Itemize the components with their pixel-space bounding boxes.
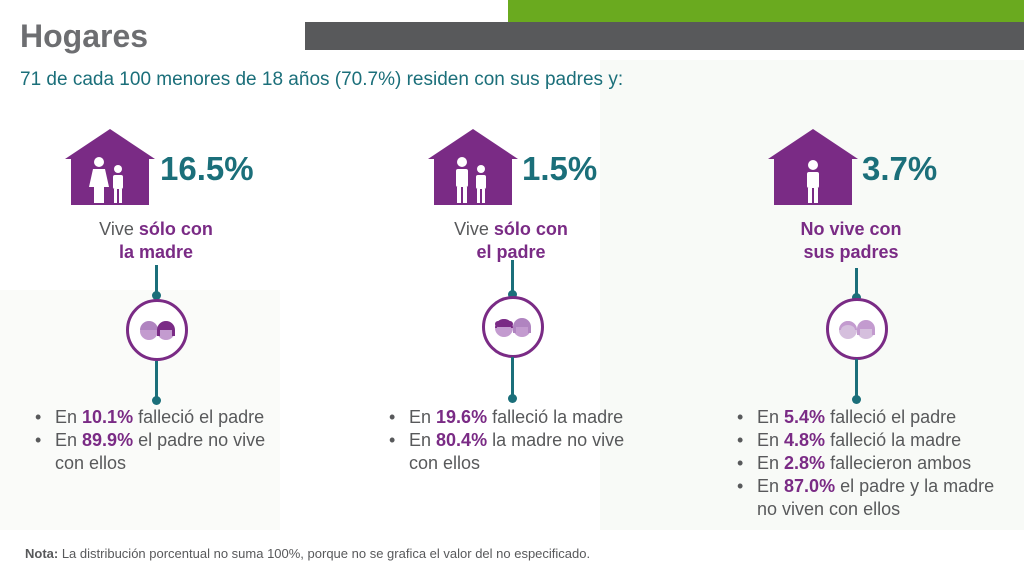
list-item: En 10.1% falleció el padre: [30, 406, 290, 429]
face-circle: [826, 298, 888, 360]
connector-dot: [152, 396, 161, 405]
list-item: En 2.8% fallecieron ambos: [732, 452, 1002, 475]
caption: Vive sólo con la madre: [99, 219, 213, 262]
caption: No vive con sus padres: [800, 219, 902, 262]
connector-line: [155, 265, 158, 297]
page-title: Hogares: [20, 18, 149, 54]
percent-value: 1.5%: [522, 150, 598, 187]
percent-value: 16.5%: [160, 150, 254, 187]
connector-line: [511, 357, 514, 397]
list-item: En 5.4% falleció el padre: [732, 406, 1002, 429]
house-child-icon: [768, 129, 858, 205]
connector-line: [855, 359, 858, 399]
detail-list: En 10.1% falleció el padre En 89.9% el p…: [30, 406, 290, 475]
face-circle: [126, 299, 188, 361]
list-item: En 89.9% el padre no vive con ellos: [30, 429, 290, 475]
detail-list: En 5.4% falleció el padre En 4.8% fallec…: [732, 406, 1002, 521]
list-item: En 4.8% falleció la madre: [732, 429, 1002, 452]
mother-child-faces-icon: [140, 321, 175, 340]
face-circle: [482, 296, 544, 358]
header-accent-bar: [508, 0, 1024, 22]
father-child-faces-icon: [495, 318, 531, 337]
list-item: En 19.6% falleció la madre: [384, 406, 654, 429]
list-item: En 80.4% la madre no vive con ellos: [384, 429, 654, 475]
connector-line: [155, 361, 158, 401]
house-father-child-icon: [428, 129, 518, 205]
connector-dot: [852, 293, 861, 302]
connector-dot: [508, 290, 517, 299]
header-bar: [305, 22, 1024, 50]
connector-line: [511, 260, 514, 296]
connector-dot: [852, 395, 861, 404]
percent-value: 3.7%: [862, 150, 938, 187]
connector-dot: [508, 394, 517, 403]
detail-list: En 19.6% falleció la madre En 80.4% la m…: [384, 406, 654, 475]
list-item: En 87.0% el padre y la madre no viven co…: [732, 475, 1002, 521]
parents-faces-icon: [839, 320, 875, 339]
page-subtitle: 71 de cada 100 menores de 18 años (70.7%…: [20, 69, 624, 90]
footnote: Nota: La distribución porcentual no suma…: [25, 546, 591, 561]
house-mother-child-icon: [65, 129, 155, 205]
connector-line: [855, 268, 858, 298]
caption: Vive sólo con el padre: [454, 219, 568, 262]
